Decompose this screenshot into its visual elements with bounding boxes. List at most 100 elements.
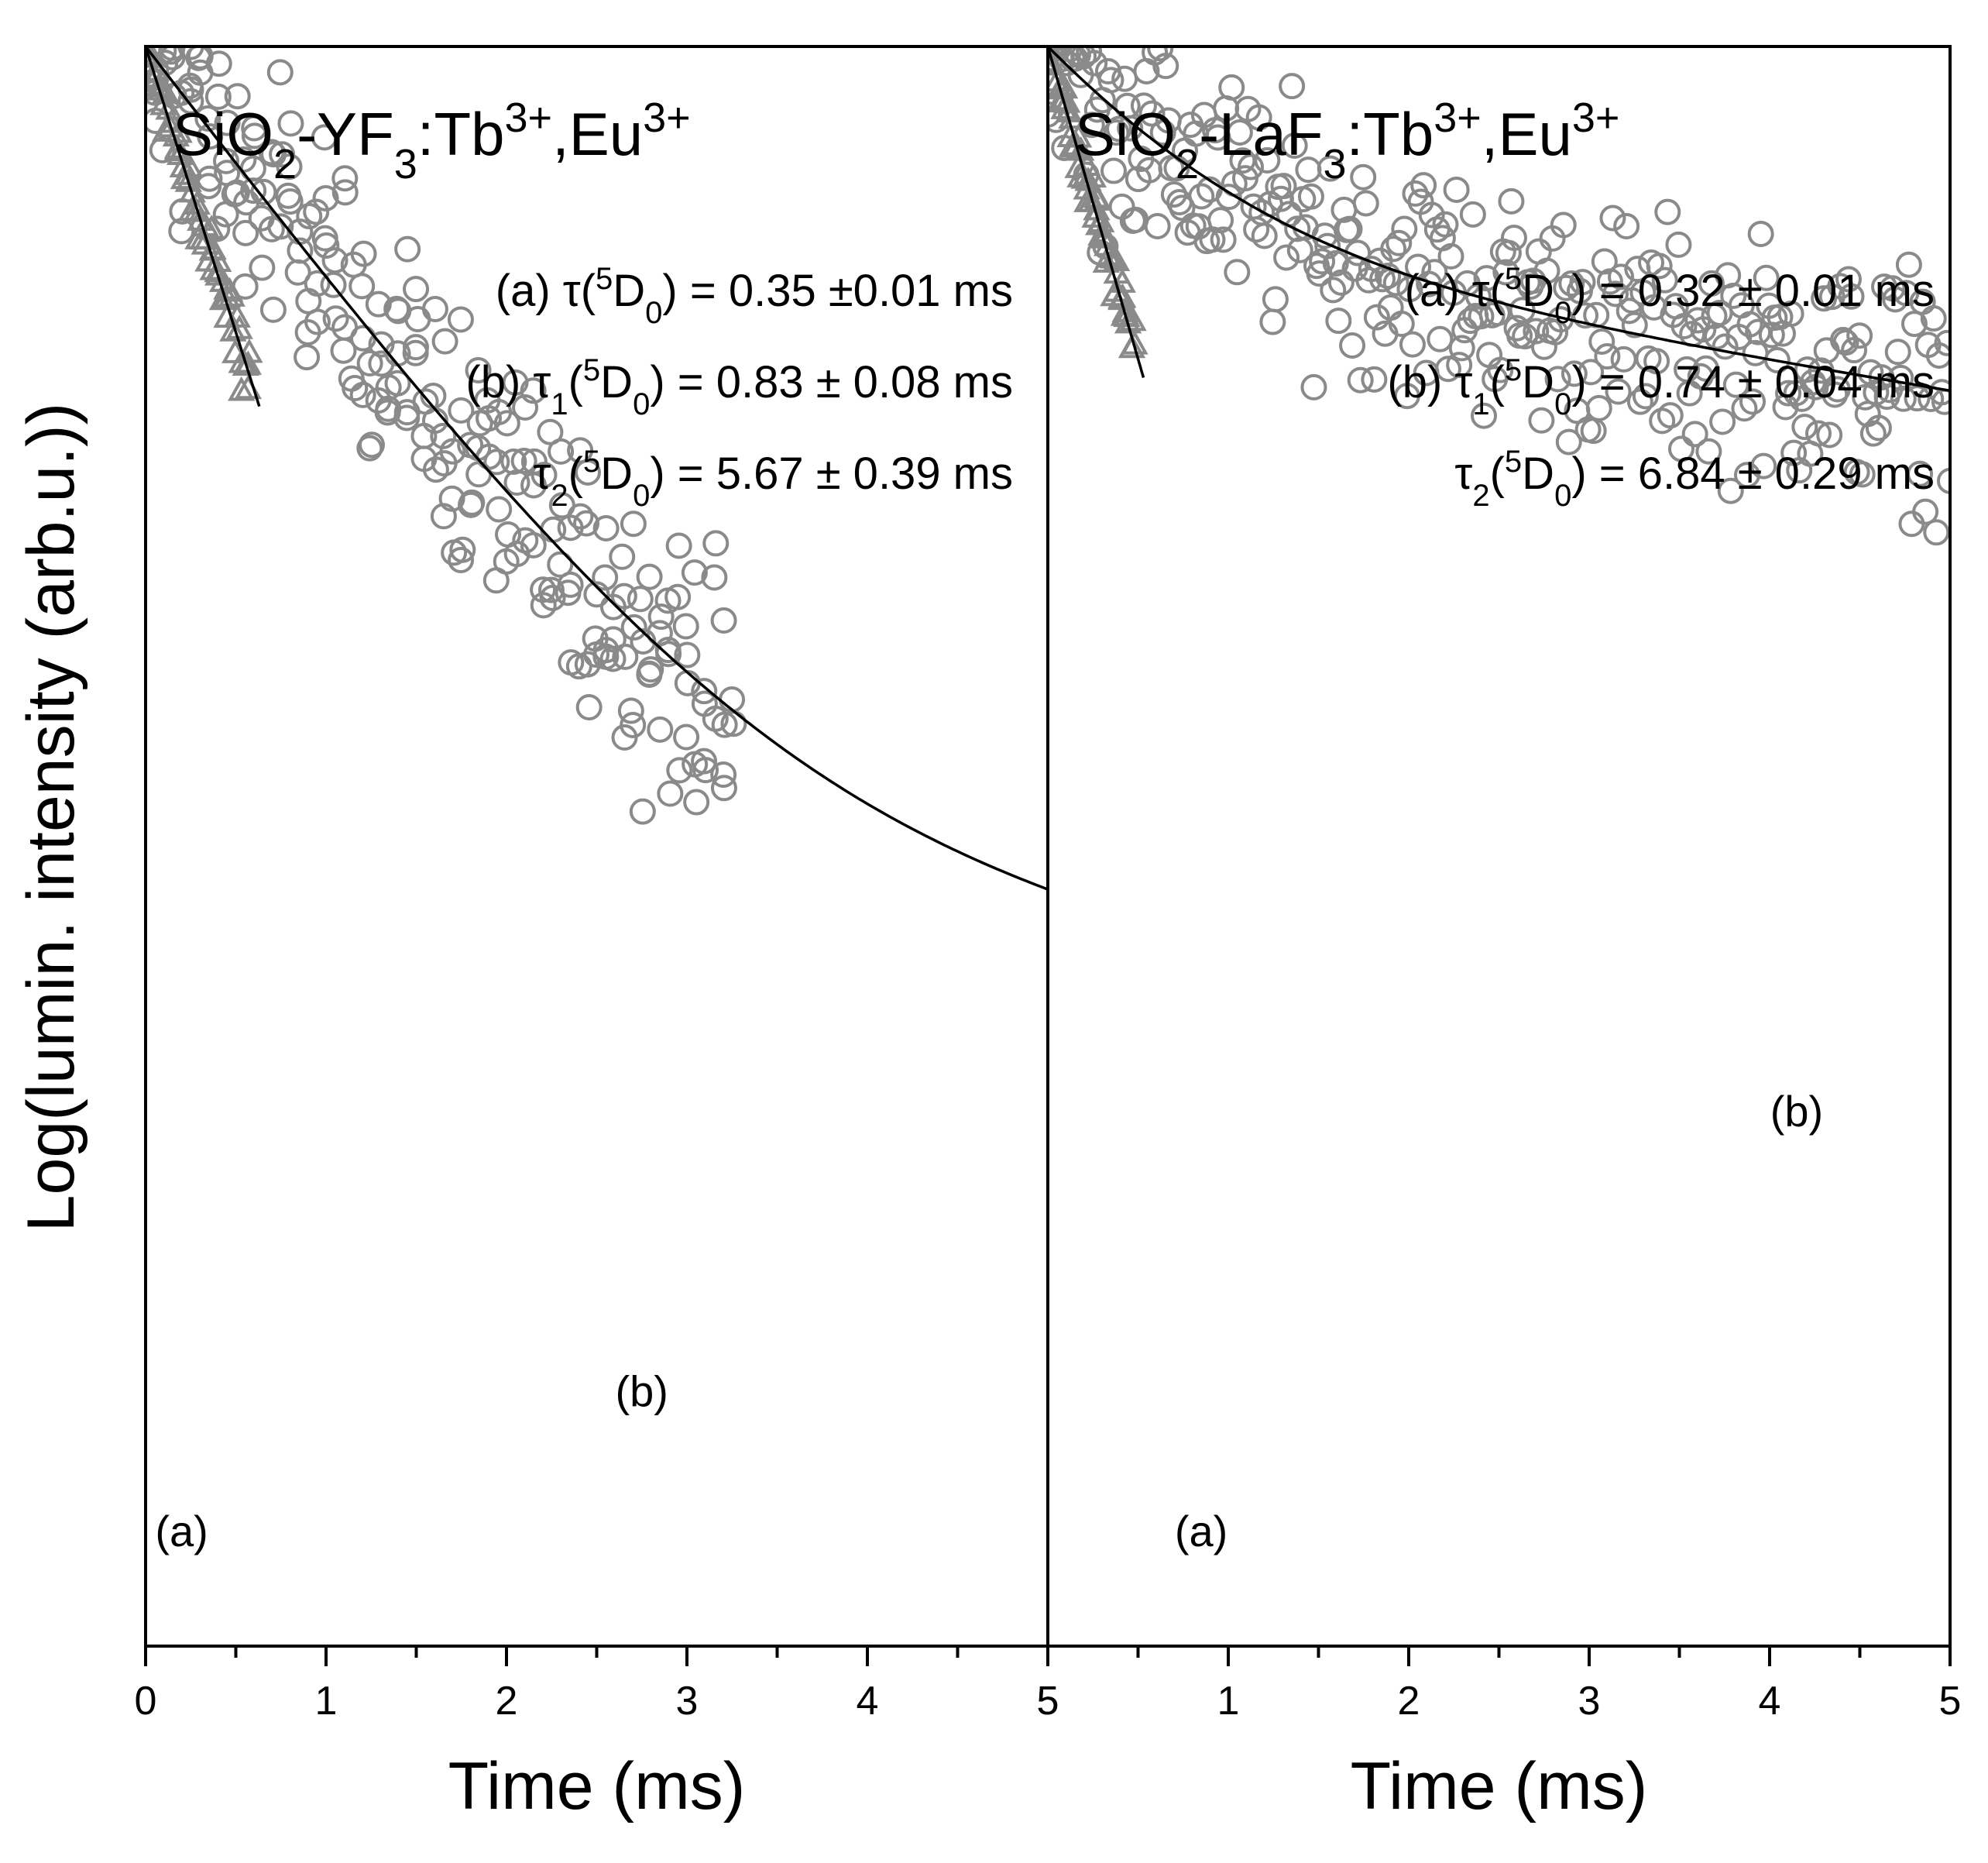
data-point-b	[1473, 265, 1500, 292]
data-point-b	[311, 225, 338, 252]
x-tick-label: 3	[676, 1679, 699, 1724]
data-point-b	[384, 370, 411, 397]
data-point-b	[1736, 311, 1763, 338]
data-point-b	[701, 564, 728, 591]
data-point-b	[342, 375, 369, 402]
data-point-b	[374, 399, 401, 426]
data-point-b	[1608, 263, 1635, 290]
data-point-b	[1320, 277, 1347, 304]
data-point-b	[1533, 257, 1561, 284]
data-point-b	[673, 724, 700, 751]
data-point-a	[219, 317, 247, 342]
data-point-b	[303, 198, 330, 225]
data-point-b	[422, 456, 449, 483]
x-tick-label: 4	[1759, 1679, 1781, 1724]
data-point-b	[1695, 438, 1722, 465]
data-point-b	[1218, 74, 1245, 101]
data-point-b	[710, 775, 737, 802]
y-axis-title: Log(lumin. intensity (arb.u.))	[14, 403, 88, 1232]
data-point-b	[1327, 269, 1355, 296]
data-point-b	[1130, 92, 1157, 119]
data-point-b	[312, 184, 339, 211]
data-point-b	[1767, 304, 1794, 331]
data-point-b	[1739, 388, 1767, 415]
data-point-b	[1838, 283, 1865, 310]
data-point-b	[1859, 420, 1887, 447]
data-point-a	[1121, 329, 1149, 355]
data-point-b	[1487, 356, 1514, 383]
data-point-b	[539, 584, 566, 611]
data-point-b	[1717, 477, 1744, 504]
data-point-b	[356, 435, 383, 462]
data-point-b	[1863, 379, 1890, 406]
data-point-b	[465, 356, 492, 383]
data-point-b	[620, 614, 647, 641]
data-point-b	[1149, 119, 1176, 146]
data-point-b	[1215, 184, 1242, 211]
data-point-b	[1561, 360, 1588, 387]
data-point-b	[573, 510, 600, 537]
data-point-b	[276, 153, 303, 180]
data-point-b	[674, 641, 701, 669]
data-point-b	[1893, 280, 1920, 307]
plot-area	[146, 46, 1048, 891]
data-point-b	[711, 711, 738, 738]
data-point-b	[1763, 346, 1791, 373]
data-point-b	[320, 271, 347, 298]
data-point-b	[1388, 311, 1415, 338]
data-point-b	[241, 122, 268, 150]
data-point-b	[1251, 222, 1278, 249]
data-point-b	[574, 459, 601, 486]
data-point-b	[548, 438, 575, 465]
data-point-b	[259, 296, 287, 323]
data-point-b	[1103, 119, 1130, 146]
data-point-b	[1912, 498, 1939, 525]
x-tick-label: 3	[1578, 1679, 1601, 1724]
data-point-b	[691, 748, 718, 775]
data-point-b	[1651, 266, 1678, 294]
data-point-b	[599, 645, 627, 672]
data-point-b	[1279, 73, 1306, 100]
data-point-b	[1750, 452, 1777, 479]
data-point-b	[403, 276, 430, 303]
data-point-b	[512, 394, 539, 421]
lifetime-annotation: (a) τ(5D0) = 0.32 ± 0.01 ms	[1405, 262, 1935, 330]
data-point-b	[1254, 147, 1281, 174]
fit-curve-b	[1048, 46, 1950, 393]
data-point-b	[710, 607, 737, 634]
data-point-b	[672, 613, 699, 640]
data-point-b	[702, 530, 730, 557]
data-point-b	[1399, 331, 1426, 358]
data-point-b	[448, 397, 475, 424]
data-point-b	[1879, 275, 1906, 302]
data-point-b	[1824, 376, 1851, 403]
data-point-b	[1777, 301, 1804, 328]
data-point-b	[1846, 322, 1873, 349]
fit-curve-a	[146, 46, 261, 407]
data-point-b	[1805, 420, 1832, 447]
lifetime-annotation: τ2(5D0) = 5.67 ± 0.39 ms	[533, 445, 1013, 513]
data-point-b	[655, 641, 682, 668]
data-point-b	[204, 83, 232, 110]
data-point-b	[1471, 402, 1498, 429]
data-point-b	[1352, 190, 1379, 217]
data-point-b	[1832, 329, 1859, 356]
data-point-b	[1297, 183, 1324, 210]
data-point-b	[1849, 461, 1876, 488]
data-point-b	[1558, 270, 1585, 297]
data-point-b	[493, 410, 520, 437]
data-point-b	[612, 643, 639, 670]
data-point-b	[636, 563, 663, 590]
data-point-b	[402, 334, 429, 361]
data-point-b	[383, 295, 410, 322]
data-point-b	[1336, 215, 1363, 242]
data-point-b	[258, 139, 285, 166]
data-point-b	[266, 59, 294, 86]
data-point-b	[1709, 408, 1736, 435]
data-point-b	[1602, 280, 1629, 308]
data-point-b	[1667, 435, 1694, 462]
data-point-b	[1391, 215, 1418, 242]
x-tick-label: 1	[315, 1679, 338, 1724]
x-tick-label: 2	[1398, 1679, 1420, 1724]
data-point-b	[1550, 211, 1577, 239]
